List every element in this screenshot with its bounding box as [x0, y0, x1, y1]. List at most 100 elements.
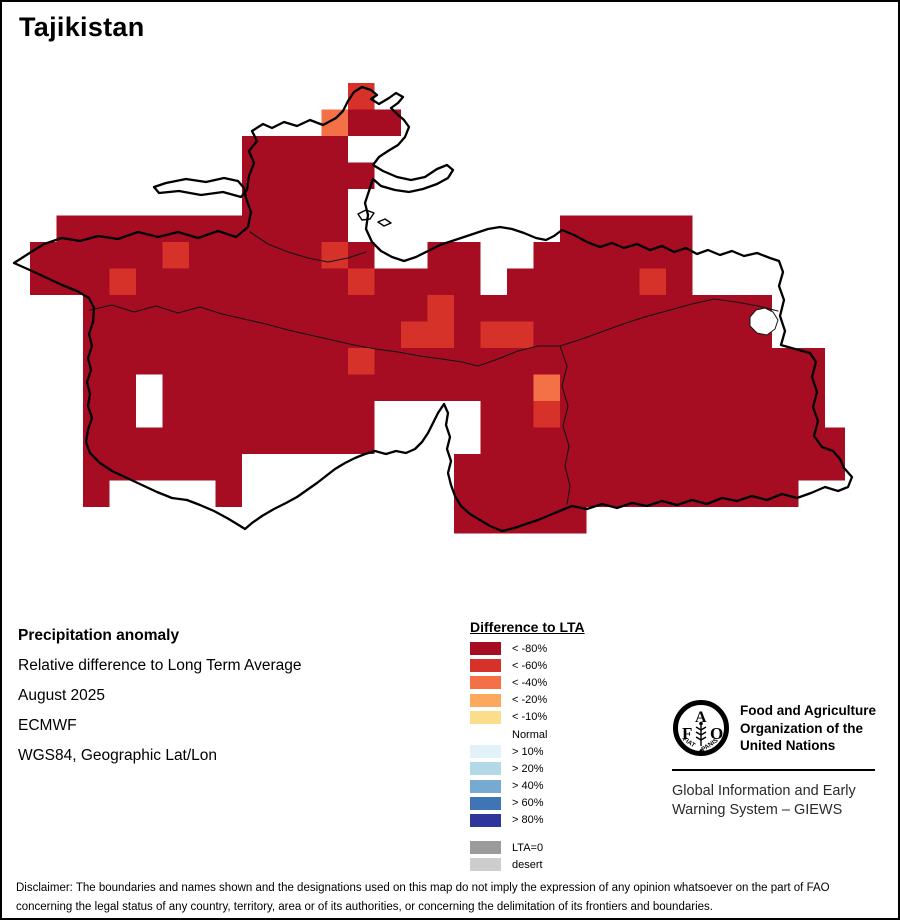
legend-item-label: < -40%: [512, 676, 548, 689]
legend-item: > 20%: [470, 760, 585, 777]
info-line-date: August 2025: [18, 687, 106, 704]
map-cell: [454, 480, 799, 507]
map-info-block: Precipitation anomaly Relative differenc…: [18, 621, 302, 771]
legend-item-label: < -80%: [512, 642, 548, 655]
legend-item: < -10%: [470, 709, 585, 726]
legend-items: < -80% < -60% < -40% < -20% < -10% Normal > 10…: [470, 640, 585, 829]
legend-item: > 60%: [470, 795, 585, 812]
map-cell: [348, 109, 401, 136]
legend-item-label: Normal: [512, 728, 548, 741]
map-cell: [242, 136, 348, 163]
map-cell: [507, 268, 640, 295]
map-cell: [533, 321, 772, 348]
map-cell: [242, 162, 375, 189]
legend-item: < -60%: [470, 657, 585, 674]
map-cell: [533, 242, 693, 269]
map-cell: [162, 401, 375, 428]
giews-label: Global Information and Early Warning Sys…: [672, 782, 882, 820]
map-cell: [109, 268, 136, 295]
map-cell: [427, 242, 481, 269]
info-line-parameter: Relative difference to Long Term Average: [18, 657, 302, 674]
fao-wordmark-line: Food and Agriculture: [740, 703, 876, 718]
legend-swatch: [470, 745, 501, 759]
map-cell: [533, 401, 560, 428]
map-cell: [374, 348, 825, 375]
legend-swatch: [470, 642, 501, 656]
legend-swatch: [470, 841, 501, 855]
map-cell: [136, 268, 348, 295]
info-line-projection: WGS84, Geographic Lat/Lon: [18, 747, 218, 764]
legend-item-label: > 20%: [512, 762, 544, 775]
anomaly-cell-grid: [30, 83, 845, 534]
admin-boundary-line: [89, 304, 479, 367]
legend-swatch: [470, 858, 501, 872]
admin-boundary-line: [559, 345, 571, 505]
disclaimer: Disclaimer: The boundaries and names sho…: [16, 879, 830, 917]
legend-item-label: > 80%: [512, 814, 544, 827]
fao-wordmark: Food and Agriculture Organization of the…: [740, 699, 876, 755]
svg-text:A: A: [695, 709, 707, 726]
legend-item-label: > 60%: [512, 797, 544, 810]
admin-boundary-line: [477, 298, 779, 367]
wheat-ear-icon: [695, 721, 707, 746]
map-cell: [454, 295, 772, 322]
fao-divider: [672, 769, 875, 771]
legend-item: > 80%: [470, 812, 585, 829]
svg-text:O: O: [710, 724, 723, 743]
fao-wordmark-line: United Nations: [740, 738, 836, 754]
giews-line: Global Information and Early: [672, 783, 856, 799]
legend-item: < -20%: [470, 692, 585, 709]
map-cell: [480, 401, 534, 428]
map-cell: [348, 242, 375, 269]
legend-extra-items: LTA=0 desert: [470, 839, 585, 873]
legend-swatch: [470, 796, 501, 810]
legend-item: > 40%: [470, 778, 585, 795]
country-border-outline: [12, 85, 854, 533]
legend-swatch: [470, 676, 501, 690]
map-cell: [666, 268, 693, 295]
legend-item: LTA=0: [470, 839, 585, 856]
page-title: Tajikistan: [19, 12, 145, 42]
map-cell: [83, 480, 110, 507]
info-heading: Precipitation anomaly: [18, 627, 180, 644]
legend: Difference to LTA < -80% < -60% < -40% < -2…: [470, 619, 585, 873]
map-cell: [480, 427, 845, 454]
map-cell: [560, 374, 825, 401]
map-cell: [30, 268, 110, 295]
map-cell: [427, 295, 454, 322]
fao-branding-block: F A O FIAT PANIS Food and Agriculture Or…: [672, 699, 882, 820]
map-cell: [454, 321, 481, 348]
legend-item: < -40%: [470, 674, 585, 691]
map-cell: [83, 374, 136, 401]
map-cell: [83, 427, 375, 454]
map-cell: [639, 268, 666, 295]
enclave-outline: [377, 218, 392, 227]
legend-swatch: [470, 710, 501, 724]
map-cell: [321, 242, 348, 269]
legend-item-label: > 40%: [512, 780, 544, 793]
legend-item: > 10%: [470, 743, 585, 760]
map-cell: [83, 454, 242, 481]
map-cell: [348, 268, 375, 295]
admin-boundary-line: [249, 231, 367, 263]
legend-swatch: [470, 779, 501, 793]
legend-item: < -80%: [470, 640, 585, 657]
map-cell: [480, 321, 534, 348]
legend-swatch: [470, 762, 501, 776]
map-cell: [83, 348, 348, 375]
disclaimer-line: concerning the legal status of any count…: [16, 901, 713, 913]
lake-karakul: [749, 307, 779, 336]
legend-title: Difference to LTA: [470, 619, 585, 635]
map-cell: [374, 268, 481, 295]
map-cell: [560, 401, 825, 428]
legend-swatch: [470, 728, 501, 742]
legend-item-label: LTA=0: [512, 841, 544, 854]
disclaimer-line: Disclaimer: The boundaries and names sho…: [16, 882, 830, 894]
svg-text:F: F: [682, 724, 692, 743]
legend-item-label: > 10%: [512, 745, 544, 758]
map-cell: [533, 374, 560, 401]
map-cell: [189, 242, 322, 269]
map-cell: [401, 321, 454, 348]
map-cell: [348, 348, 375, 375]
